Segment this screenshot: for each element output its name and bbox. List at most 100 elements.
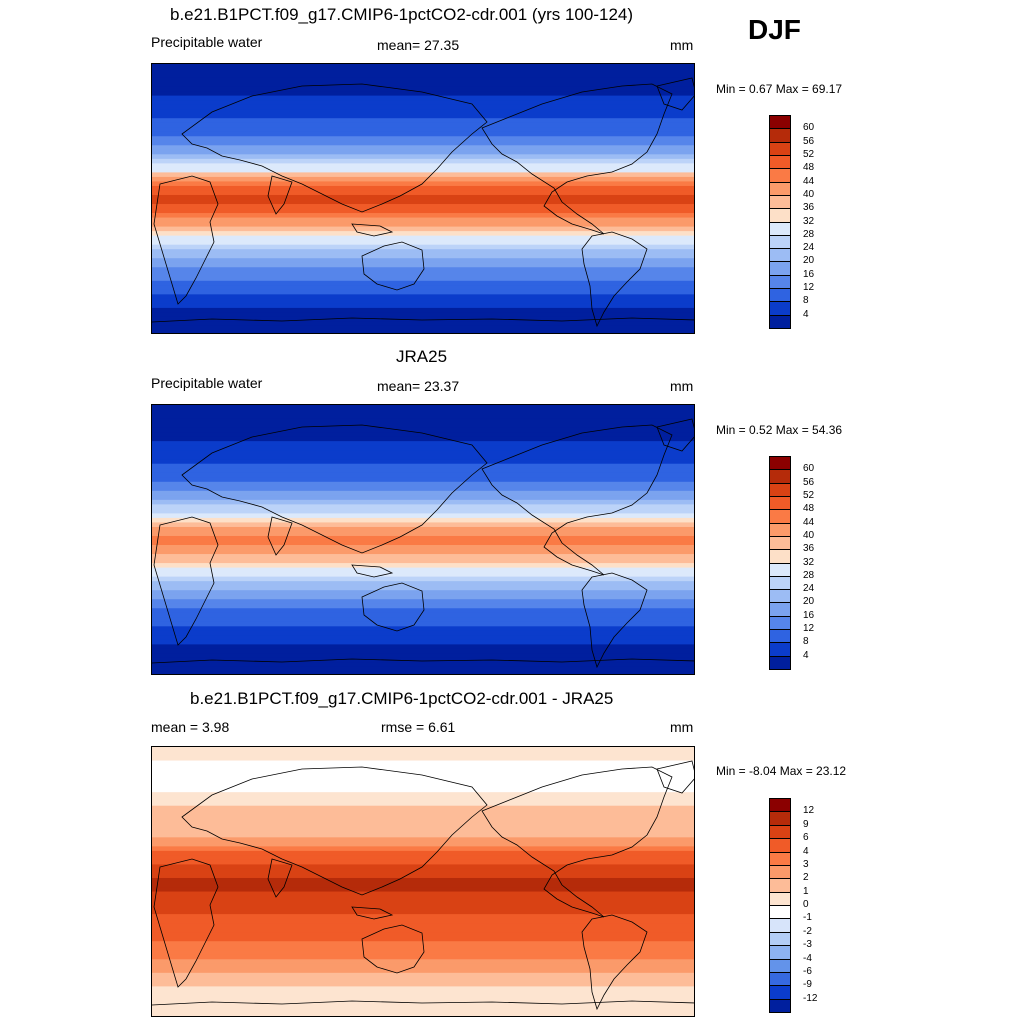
contour-band xyxy=(152,850,694,856)
colorbar-box xyxy=(769,878,791,893)
panel-2-variable-label: Precipitable water xyxy=(151,375,263,391)
colorbar-box xyxy=(769,575,791,591)
panel-3-rmse-label: rmse = 6.61 xyxy=(381,719,456,735)
contour-band xyxy=(152,549,694,555)
contour-band xyxy=(152,535,694,542)
contour-band xyxy=(152,167,694,173)
contour-band xyxy=(152,330,694,333)
coastline xyxy=(351,564,394,578)
contour-band xyxy=(152,945,694,951)
contour-band xyxy=(152,262,694,268)
contour-band xyxy=(152,909,694,915)
colorbar-label: 16 xyxy=(803,268,815,280)
colorbar-label: -1 xyxy=(803,912,812,924)
colorbar-box xyxy=(769,838,791,853)
colorbar-label: 32 xyxy=(803,215,815,227)
contour-band xyxy=(152,82,694,88)
coastline xyxy=(481,83,673,235)
contour-band xyxy=(152,648,694,655)
contour-band xyxy=(152,814,694,820)
colorbar-label: 1 xyxy=(803,885,809,897)
colorbar-box xyxy=(769,798,791,813)
colorbar-box xyxy=(769,208,791,223)
contour-band xyxy=(152,783,694,789)
contour-band xyxy=(152,499,694,505)
panel-3-units-label: mm xyxy=(670,719,694,735)
colorbar-label: 4 xyxy=(803,649,809,661)
contour-band xyxy=(152,208,694,214)
contour-band xyxy=(152,630,694,636)
coastline xyxy=(656,760,694,794)
colorbar-label: 52 xyxy=(803,148,815,160)
contour-band xyxy=(152,240,694,246)
contour-band xyxy=(152,405,694,411)
contour-band xyxy=(152,801,694,807)
colorbar-label: 32 xyxy=(803,556,815,568)
colorbar-box xyxy=(769,234,791,250)
contour-band xyxy=(152,113,694,119)
contour-band xyxy=(152,325,694,332)
coastline xyxy=(181,424,488,554)
colorbar-label: -6 xyxy=(803,965,812,977)
colorbar-box xyxy=(769,301,791,316)
contour-band xyxy=(152,307,694,314)
colorbar-label: 36 xyxy=(803,202,815,214)
panel-3-title: b.e21.B1PCT.f09_g17.CMIP6-1pctCO2-cdr.00… xyxy=(190,689,614,708)
contour-band xyxy=(152,235,694,241)
colorbar-box xyxy=(769,469,791,484)
contour-band xyxy=(152,145,694,151)
contour-band xyxy=(152,1004,694,1010)
colorbar-box xyxy=(769,495,791,511)
contour-band xyxy=(152,823,694,829)
colorbar-box xyxy=(769,194,791,210)
contour-band xyxy=(152,217,694,223)
contour-band xyxy=(152,303,694,309)
contour-band xyxy=(152,459,694,465)
contour-band xyxy=(152,154,694,160)
contour-band xyxy=(152,760,694,766)
coastline xyxy=(656,418,694,452)
contour-band xyxy=(152,810,694,816)
contour-band xyxy=(152,877,694,884)
panel-2-minmax: Min = 0.52 Max = 54.36 xyxy=(716,423,843,437)
contour-band xyxy=(152,321,694,327)
contour-band xyxy=(152,594,694,600)
contour-band xyxy=(152,981,694,987)
contour-band xyxy=(152,639,694,645)
contour-band xyxy=(152,91,694,97)
contour-band xyxy=(152,1013,694,1016)
contour-band xyxy=(152,923,694,929)
contour-band xyxy=(152,855,694,861)
colorbar-label: 40 xyxy=(803,188,815,200)
colorbar-label: 40 xyxy=(803,529,815,541)
panel-1-minmax: Min = 0.67 Max = 69.17 xyxy=(716,82,843,96)
contour-band xyxy=(152,472,694,478)
colorbar-box xyxy=(769,482,791,497)
colorbar-box xyxy=(769,128,791,143)
contour-band xyxy=(152,149,694,155)
contour-band xyxy=(152,231,694,237)
contour-band xyxy=(152,495,694,501)
contour-band xyxy=(152,185,694,192)
contour-band xyxy=(152,819,694,825)
contour-band xyxy=(152,531,694,537)
colorbar-label: 60 xyxy=(803,463,815,475)
coastline xyxy=(361,924,425,974)
colorbar-label: -2 xyxy=(803,925,812,937)
contour-band xyxy=(152,73,694,79)
contour-band xyxy=(152,846,694,852)
contour-band xyxy=(152,253,694,259)
contour-band xyxy=(152,316,694,323)
contour-band xyxy=(152,563,694,569)
colorbar-label: 28 xyxy=(803,228,815,240)
contour-band xyxy=(152,936,694,942)
colorbar-label: 12 xyxy=(803,282,815,294)
colorbar-box xyxy=(769,891,791,906)
contour-band xyxy=(152,999,694,1006)
colorbar-label: 3 xyxy=(803,858,809,870)
contour-band xyxy=(152,118,694,124)
coastline xyxy=(581,572,648,669)
colorbar-box xyxy=(769,905,791,920)
contour-band xyxy=(152,64,694,70)
contour-band xyxy=(152,122,694,128)
